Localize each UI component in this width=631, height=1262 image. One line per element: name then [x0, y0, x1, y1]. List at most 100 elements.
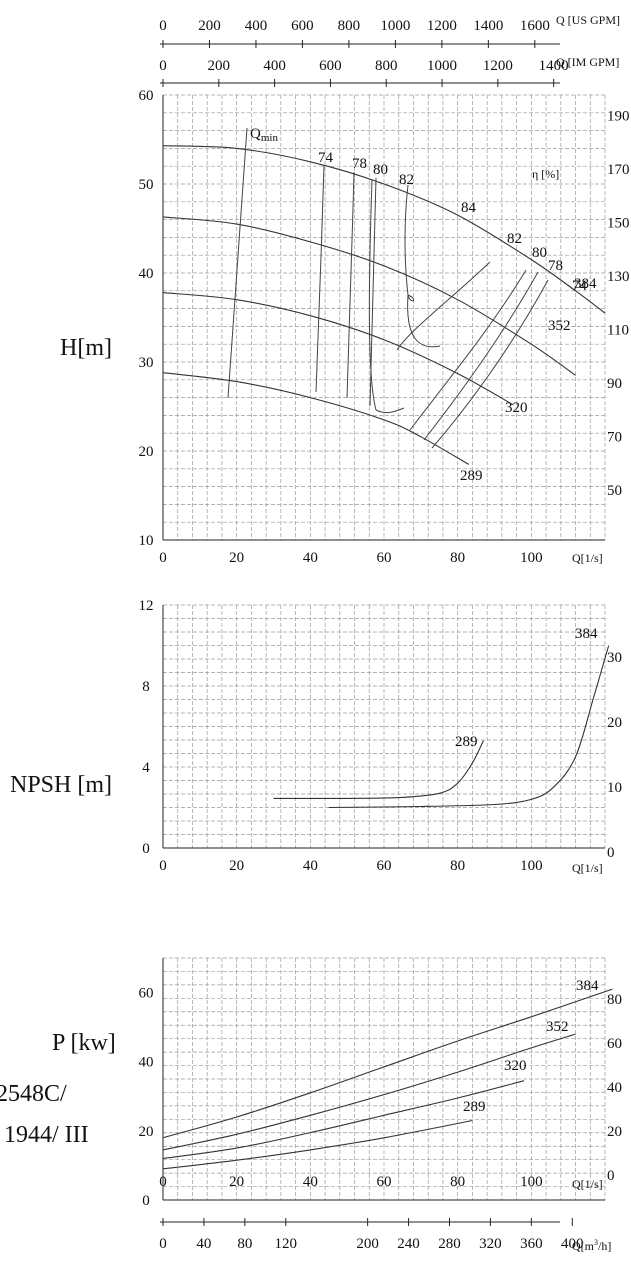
m3h-tick-label: 40 — [196, 1236, 211, 1252]
head-curve-label-289: 289 — [460, 468, 483, 484]
eta-tick-label: 110 — [607, 323, 629, 339]
efficiency-label: 82 — [399, 172, 414, 188]
power-x-axis-label: Q[1/s] — [572, 1177, 603, 1191]
power-chart: 0 20 40 60 0 20 40 60 80 100 Q[1/s] 0 20 40 60 80 384 352… — [139, 957, 622, 1209]
im-gpm-tick-label: 200 — [208, 58, 231, 74]
im-gpm-tick-label: 1200 — [483, 58, 513, 74]
us-gpm-tick-label: 200 — [198, 18, 221, 34]
h-x-tick-label: 40 — [303, 550, 318, 566]
us-gpm-tick-label: 800 — [338, 18, 361, 34]
head-axis-label: H[m] — [60, 335, 112, 361]
power-y-tick-label: 20 — [139, 1124, 154, 1140]
npsh-x-tick-label: 40 — [303, 858, 318, 874]
im-gpm-tick-label: 800 — [375, 58, 398, 74]
power-curve-label-289: 289 — [463, 1099, 486, 1115]
model-label-line1: 2548C/ — [0, 1081, 67, 1107]
m3h-tick-label: 200 — [356, 1236, 379, 1252]
efficiency-curve-right — [396, 261, 491, 351]
eta-axis-label: η [%] — [532, 167, 559, 181]
im-gpm-axis-label: Q [IM GPM] — [556, 55, 619, 69]
head-curve-label-320: 320 — [505, 400, 528, 416]
m3h-tick-label: 80 — [237, 1236, 252, 1252]
npsh-x-axis-label: Q[1/s] — [572, 861, 603, 875]
h-x-tick-label: 20 — [229, 550, 244, 566]
us-gpm-tick-label: 1600 — [520, 18, 550, 34]
power-axis-label: P [kw] — [52, 1030, 116, 1056]
im-gpm-tick-label: 400 — [263, 58, 286, 74]
model-label-line2: 1944/ III — [4, 1122, 89, 1148]
power-curve-320 — [162, 1080, 525, 1160]
efficiency-curve-80-left — [368, 179, 377, 411]
us-gpm-tick-label: 1400 — [473, 18, 503, 34]
head-curve-289 — [162, 372, 469, 465]
efficiency-label: 78 — [352, 156, 367, 172]
power-curve-label-320: 320 — [504, 1058, 527, 1074]
efficiency-curve-left — [404, 184, 409, 296]
efficiency-label: 74 — [318, 150, 334, 166]
efficiency-label: 74 — [572, 278, 588, 294]
npsh-axis-label: NPSH [m] — [10, 772, 112, 798]
eta-tick-label: 50 — [607, 483, 622, 499]
power-x-tick-label: 20 — [229, 1174, 244, 1190]
us-gpm-axis-label: Q [US GPM] — [556, 13, 620, 27]
qmin-label: Qmin — [250, 126, 278, 144]
power-curve-289 — [162, 1119, 473, 1170]
efficiency-label: 82 — [507, 231, 522, 247]
power-x-tick-label: 0 — [159, 1174, 167, 1190]
h-y-tick-label: 50 — [139, 177, 154, 193]
m3h-tick-label: 360 — [520, 1236, 543, 1252]
power-curve-352 — [162, 1033, 576, 1151]
efficiency-curve-right — [423, 271, 539, 441]
qmin-line — [227, 127, 248, 399]
efficiency-label: 78 — [548, 258, 563, 274]
power-y-tick-label: 0 — [142, 1193, 150, 1209]
npsh-right-tick-label: 20 — [607, 715, 622, 731]
im-gpm-tick-label: 0 — [159, 58, 167, 74]
h-y-tick-label: 60 — [139, 88, 154, 104]
power-x-tick-label: 100 — [520, 1174, 543, 1190]
power-right-tick-label: 80 — [607, 992, 622, 1008]
head-curve-label-384: 384 — [574, 276, 597, 292]
power-right-tick-label: 20 — [607, 1124, 622, 1140]
us-gpm-tick-label: 1200 — [427, 18, 457, 34]
head-chart: 10 20 30 40 50 60 0 20 40 60 80 100 Q[1/s] 50 70 90 110 1… — [139, 88, 630, 566]
power-x-tick-label: 40 — [303, 1174, 318, 1190]
npsh-y-tick-label: 4 — [142, 760, 150, 776]
efficiency-label: 80 — [532, 245, 547, 261]
m3h-tick-label: 240 — [397, 1236, 420, 1252]
efficiency-curve-82-left — [407, 294, 415, 302]
h-y-tick-label: 10 — [139, 533, 154, 549]
npsh-right-tick-label: 0 — [607, 845, 615, 861]
npsh-y-tick-label: 0 — [142, 841, 150, 857]
h-x-tick-label: 0 — [159, 550, 167, 566]
head-curve-label-352: 352 — [548, 318, 571, 334]
top-flow-axes: 0 200 400 600 800 1000 1200 1400 1600 Q [US GPM] 0… — [159, 13, 620, 87]
us-gpm-tick-label: 0 — [159, 18, 167, 34]
efficiency-label: 84 — [461, 200, 477, 216]
im-gpm-tick-label: 1400 — [539, 58, 569, 74]
power-y-tick-label: 40 — [139, 1055, 154, 1071]
power-right-tick-label: 0 — [607, 1168, 615, 1184]
us-gpm-tick-label: 1000 — [380, 18, 410, 34]
power-curve-label-352: 352 — [546, 1019, 569, 1035]
npsh-x-tick-label: 80 — [450, 858, 465, 874]
power-x-tick-label: 80 — [450, 1174, 465, 1190]
npsh-x-tick-label: 100 — [520, 858, 543, 874]
m3h-tick-label: 400 — [561, 1236, 584, 1252]
m3h-tick-label: 0 — [159, 1236, 167, 1252]
m3h-axis-label: Q[m3/h] — [572, 1238, 611, 1253]
us-gpm-tick-label: 600 — [291, 18, 314, 34]
h-y-tick-label: 40 — [139, 266, 154, 282]
efficiency-curve-left — [346, 171, 355, 399]
m3h-tick-label: 120 — [275, 1236, 298, 1252]
h-y-tick-label: 30 — [139, 355, 154, 371]
npsh-curve-label-289: 289 — [455, 734, 478, 750]
eta-tick-label: 90 — [607, 376, 622, 392]
efficiency-curve-right — [409, 269, 527, 431]
eta-tick-label: 190 — [607, 109, 630, 125]
eta-tick-label: 130 — [607, 269, 630, 285]
eta-tick-label: 150 — [607, 216, 630, 232]
npsh-x-tick-label: 20 — [229, 858, 244, 874]
